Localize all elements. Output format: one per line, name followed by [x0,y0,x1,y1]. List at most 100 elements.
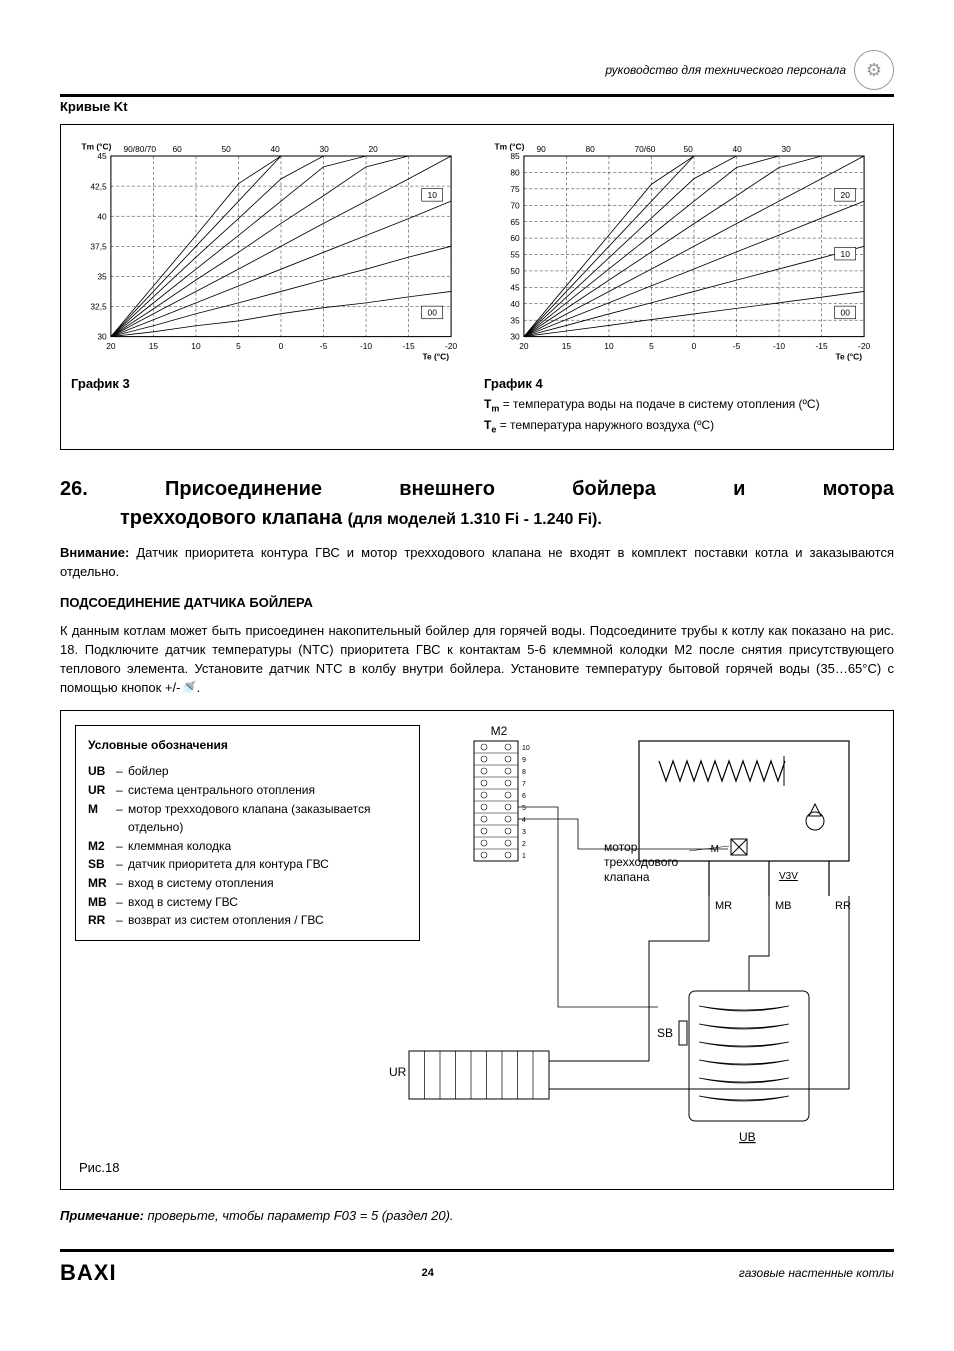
svg-text:20: 20 [106,341,116,351]
schematic-container: Условные обозначения UB–бойлерUR–система… [60,710,894,1190]
svg-text:37,5: 37,5 [90,241,107,251]
svg-text:50: 50 [684,144,694,154]
svg-text:60: 60 [173,144,183,154]
svg-text:10: 10 [522,745,530,752]
svg-text:20: 20 [519,341,529,351]
svg-text:75: 75 [510,184,520,194]
page-header: руководство для технического персонала ⚙ [60,50,894,90]
chart-left-caption: График 3 [71,376,470,391]
svg-text:5: 5 [236,341,241,351]
svg-text:M: M [711,844,719,855]
legend-row: UB–бойлер [88,762,407,781]
svg-text:90/80/70: 90/80/70 [124,144,157,154]
footer-right: газовые настенные котлы [739,1266,894,1280]
svg-text:70: 70 [510,200,520,210]
legend-row: RR–возврат из систем отопления / ГВС [88,911,407,930]
svg-text:5: 5 [649,341,654,351]
svg-text:Te (°C): Te (°C) [836,352,863,362]
svg-text:клапана: клапана [604,870,650,884]
footer-logo: BAXI [60,1260,117,1286]
section-heading-line2: трехходового клапана (для моделей 1.310 … [120,507,894,530]
svg-text:30: 30 [782,144,792,154]
svg-text:40: 40 [510,299,520,309]
svg-text:1: 1 [522,853,526,860]
svg-text:45: 45 [510,282,520,292]
legend-row: M–мотор трехходового клапана (заказывает… [88,800,407,837]
svg-text:MR: MR [715,900,732,912]
svg-text:50: 50 [510,266,520,276]
legend-row: UR–система центрального отопления [88,781,407,800]
svg-text:Tm (°C): Tm (°C) [495,142,525,152]
figure-label: Рис.18 [79,1160,120,1175]
legend-title: Условные обозначения [88,736,407,755]
svg-text:Tm (°C): Tm (°C) [82,142,112,152]
svg-text:15: 15 [562,341,572,351]
svg-text:80: 80 [586,144,596,154]
subhead: ПОДСОЕДИНЕНИЕ ДАТЧИКА БОЙЛЕРА [60,595,894,610]
curves-title: Кривые Kt [60,99,894,114]
svg-text:9: 9 [522,757,526,764]
svg-text:50: 50 [222,144,232,154]
svg-text:90: 90 [537,144,547,154]
chart-left-col: 4542,54037,53532,53020151050-5-10-15-209… [71,135,470,437]
svg-text:40: 40 [271,144,281,154]
svg-text:-10: -10 [773,341,785,351]
svg-text:32,5: 32,5 [90,302,107,312]
svg-text:40: 40 [97,211,107,221]
svg-text:-5: -5 [733,341,741,351]
svg-text:-15: -15 [403,341,415,351]
legend-row: M2–клеммная колодка [88,837,407,856]
svg-text:0: 0 [692,341,697,351]
section-heading: 26. Присоединение внешнего бойлера и мот… [60,478,894,501]
main-para: К данным котлам может быть присоединен н… [60,622,894,697]
svg-text:2: 2 [522,841,526,848]
legend-box: Условные обозначения UB–бойлерUR–система… [75,725,420,941]
svg-text:SB: SB [657,1026,673,1040]
svg-text:35: 35 [510,315,520,325]
svg-text:5: 5 [522,805,526,812]
svg-text:10: 10 [604,341,614,351]
legend-row: MR–вход в систему отопления [88,874,407,893]
svg-text:55: 55 [510,250,520,260]
svg-text:60: 60 [510,233,520,243]
svg-text:0: 0 [279,341,284,351]
chart-right-caption: График 4 [484,376,883,391]
service-icon: ⚙ [854,50,894,90]
svg-text:-10: -10 [360,341,372,351]
chart-right: 85807570656055504540353020151050-5-10-15… [484,135,883,366]
svg-text:-20: -20 [858,341,870,351]
header-rule [60,94,894,97]
chart-left: 4542,54037,53532,53020151050-5-10-15-209… [71,135,470,366]
chart-right-col: 85807570656055504540353020151050-5-10-15… [484,135,883,437]
svg-text:-5: -5 [320,341,328,351]
svg-text:-20: -20 [445,341,457,351]
svg-text:40: 40 [733,144,743,154]
svg-text:-15: -15 [816,341,828,351]
svg-text:85: 85 [510,151,520,161]
svg-text:20: 20 [369,144,379,154]
footer-page: 24 [422,1267,434,1279]
chart-right-notes: Tm = температура воды на подаче в систем… [484,395,883,437]
svg-text:10: 10 [841,249,851,259]
svg-text:10: 10 [428,190,438,200]
svg-text:M2: M2 [491,724,508,738]
svg-text:Te (°C): Te (°C) [423,352,450,362]
legend-row: MB–вход в систему ГВС [88,893,407,912]
svg-text:мотор: мотор [604,840,638,854]
svg-text:трехходового: трехходового [604,855,679,869]
svg-text:7: 7 [522,781,526,788]
svg-text:V3V: V3V [779,871,798,882]
svg-text:70/60: 70/60 [635,144,656,154]
header-guide-text: руководство для технического персонала [605,63,846,77]
svg-text:00: 00 [428,308,438,318]
schematic-diagram: MRMBRRMV3VмотортрехходовогоклапанаM21098… [379,721,879,1151]
svg-text:UR: UR [389,1065,407,1079]
svg-text:8: 8 [522,769,526,776]
svg-text:10: 10 [191,341,201,351]
charts-container: 4542,54037,53532,53020151050-5-10-15-209… [60,124,894,450]
svg-text:65: 65 [510,217,520,227]
page-footer: BAXI 24 газовые настенные котлы [60,1249,894,1286]
svg-text:20: 20 [841,190,851,200]
svg-text:3: 3 [522,829,526,836]
svg-text:80: 80 [510,168,520,178]
